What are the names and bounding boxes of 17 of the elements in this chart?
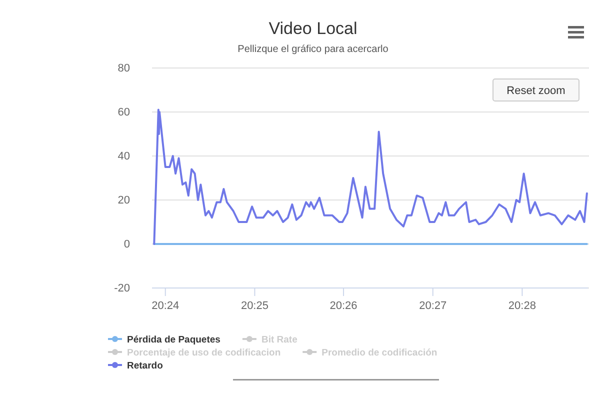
annotation: Reset zoom	[506, 85, 566, 97]
y-tick-label: 0	[124, 238, 130, 251]
line-series	[153, 108, 588, 245]
y-tick-label: 20	[118, 194, 130, 207]
legend-label: Retardo	[127, 360, 164, 372]
x-tick-label: 20:25	[240, 300, 268, 312]
legend-label: Pérdida de Paquetes	[127, 334, 220, 346]
x-tick-label: 20:24	[152, 300, 180, 312]
x-tick-label: 20:26	[330, 300, 358, 312]
chart-title: Video Local	[268, 19, 358, 38]
y-tick-label: 40	[118, 150, 130, 163]
y-tick-label: 80	[118, 62, 130, 75]
y-tick-label: 60	[118, 106, 130, 119]
x-tick-label: 20:28	[508, 300, 536, 312]
y-tick-label: -20	[114, 282, 130, 295]
chart-subtitle: Pellizque el gráfico para acercarlo	[238, 44, 389, 55]
x-tick-label: 20:27	[419, 300, 447, 312]
